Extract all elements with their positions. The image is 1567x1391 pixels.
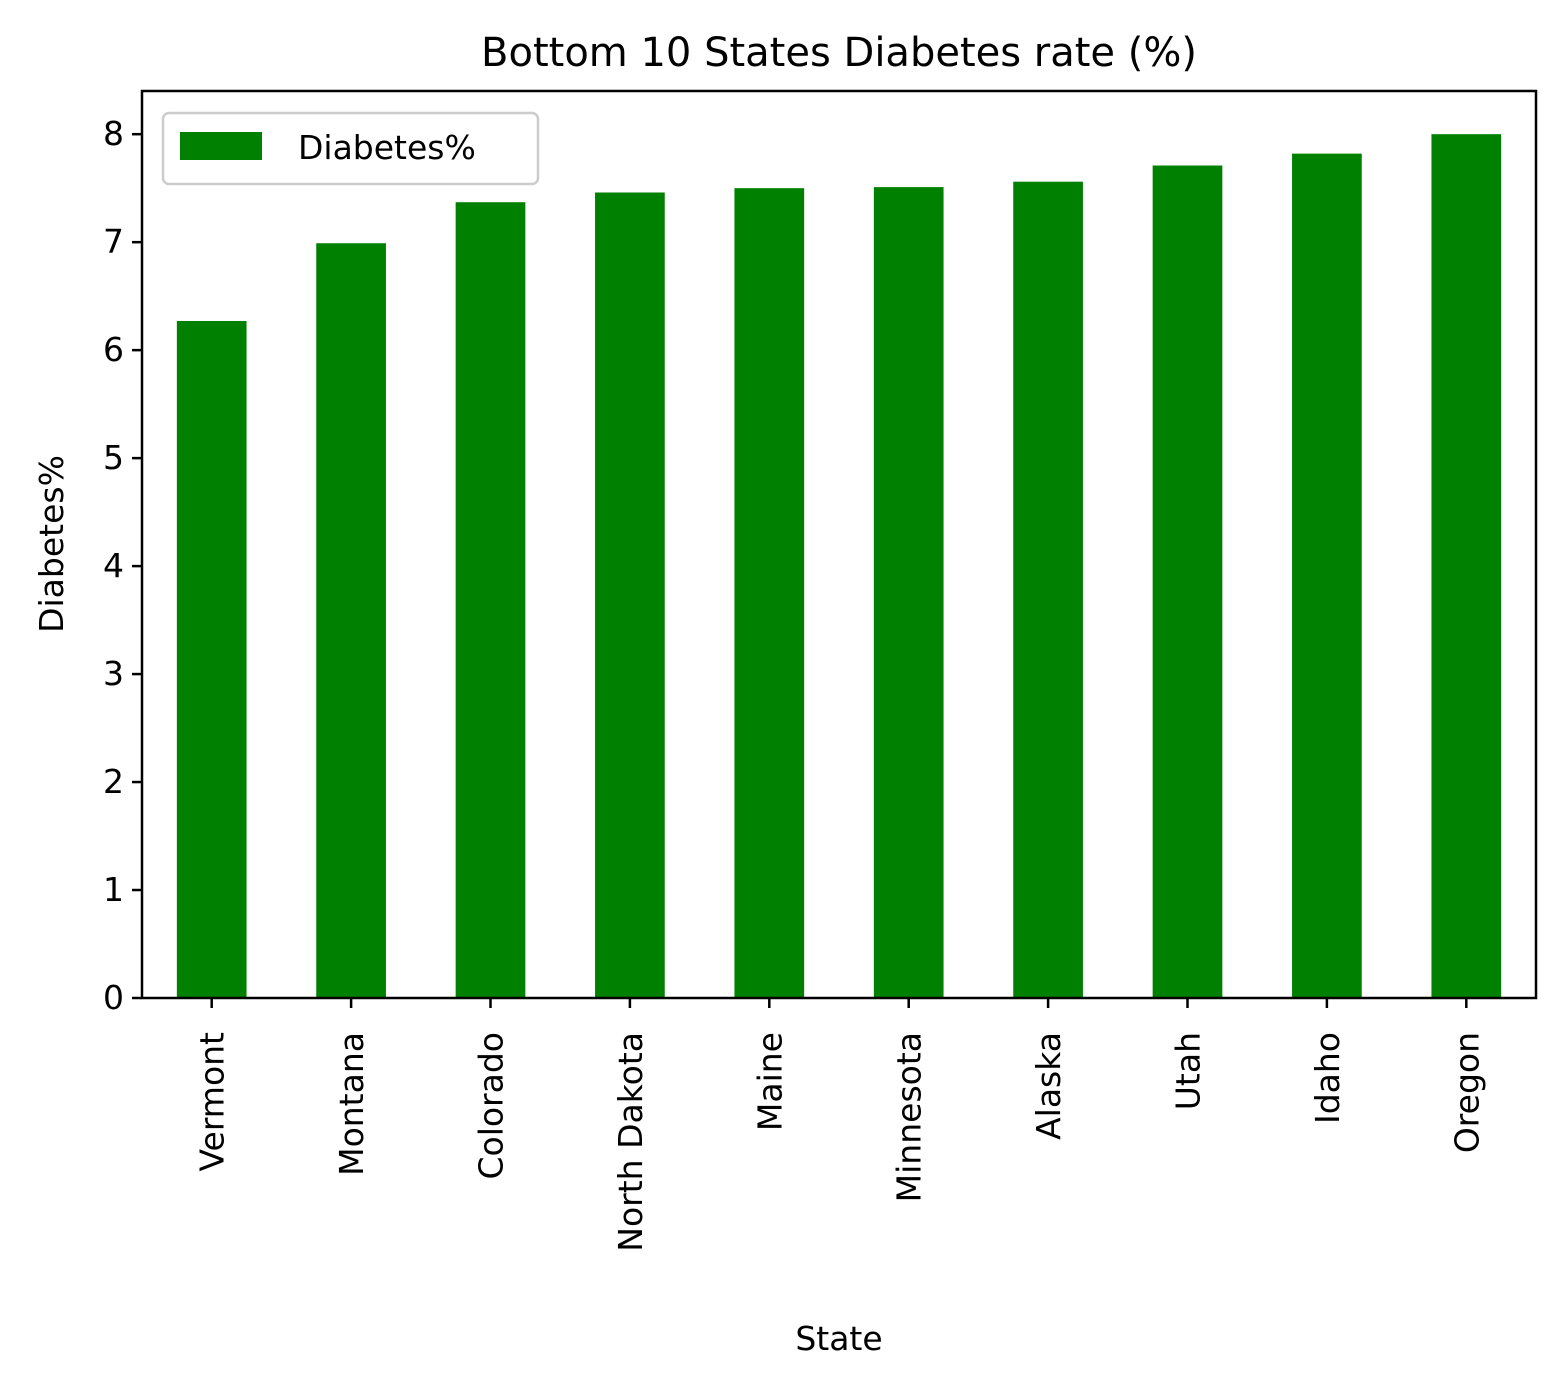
bar-maine bbox=[734, 188, 805, 998]
y-axis: 0 1 2 3 4 5 6 7 8 bbox=[103, 114, 142, 1017]
x-tick-label: Idaho bbox=[1308, 1032, 1347, 1124]
y-tick-label: 6 bbox=[103, 330, 124, 369]
x-tick-label: Utah bbox=[1169, 1032, 1208, 1110]
y-axis-label: Diabetes% bbox=[32, 455, 71, 633]
x-axis: Vermont Montana Colorado North Dakota Maine M… bbox=[193, 998, 1486, 1252]
chart-title: Bottom 10 States Diabetes rate (%) bbox=[481, 30, 1197, 76]
y-tick-label: 5 bbox=[103, 438, 124, 477]
x-tick-label: Vermont bbox=[193, 1032, 232, 1172]
bars-group bbox=[176, 134, 1502, 999]
legend: Diabetes% bbox=[161, 111, 540, 186]
y-tick-label: 8 bbox=[103, 114, 124, 153]
legend-frame bbox=[161, 111, 540, 186]
bar-utah bbox=[1152, 165, 1223, 999]
x-tick-label: Minnesota bbox=[890, 1032, 929, 1202]
legend-swatch bbox=[180, 132, 262, 160]
x-tick-label: North Dakota bbox=[611, 1032, 650, 1252]
x-tick-label: Colorado bbox=[472, 1032, 511, 1180]
y-tick-label: 1 bbox=[103, 870, 124, 909]
y-tick-label: 7 bbox=[103, 222, 124, 261]
plot-frame bbox=[140, 89, 1538, 1000]
x-axis-label: State bbox=[795, 1319, 882, 1358]
legend-label: Diabetes% bbox=[298, 128, 476, 167]
bar-north-dakota bbox=[595, 192, 665, 998]
bar-colorado bbox=[455, 202, 526, 999]
x-tick-label: Alaska bbox=[1029, 1032, 1068, 1140]
bar-oregon bbox=[1431, 134, 1502, 998]
x-tick-label: Oregon bbox=[1447, 1032, 1486, 1153]
y-tick-label: 0 bbox=[103, 978, 124, 1017]
y-tick-label: 2 bbox=[103, 762, 124, 801]
bar-montana bbox=[316, 243, 386, 998]
x-tick-label: Maine bbox=[750, 1032, 789, 1131]
bar-alaska bbox=[1013, 181, 1083, 998]
bar-minnesota bbox=[873, 187, 944, 998]
bar-idaho bbox=[1292, 153, 1362, 998]
bar-vermont bbox=[176, 320, 247, 999]
y-tick-label: 4 bbox=[103, 546, 124, 585]
x-tick-label: Montana bbox=[332, 1032, 371, 1176]
y-tick-label: 3 bbox=[103, 654, 124, 693]
